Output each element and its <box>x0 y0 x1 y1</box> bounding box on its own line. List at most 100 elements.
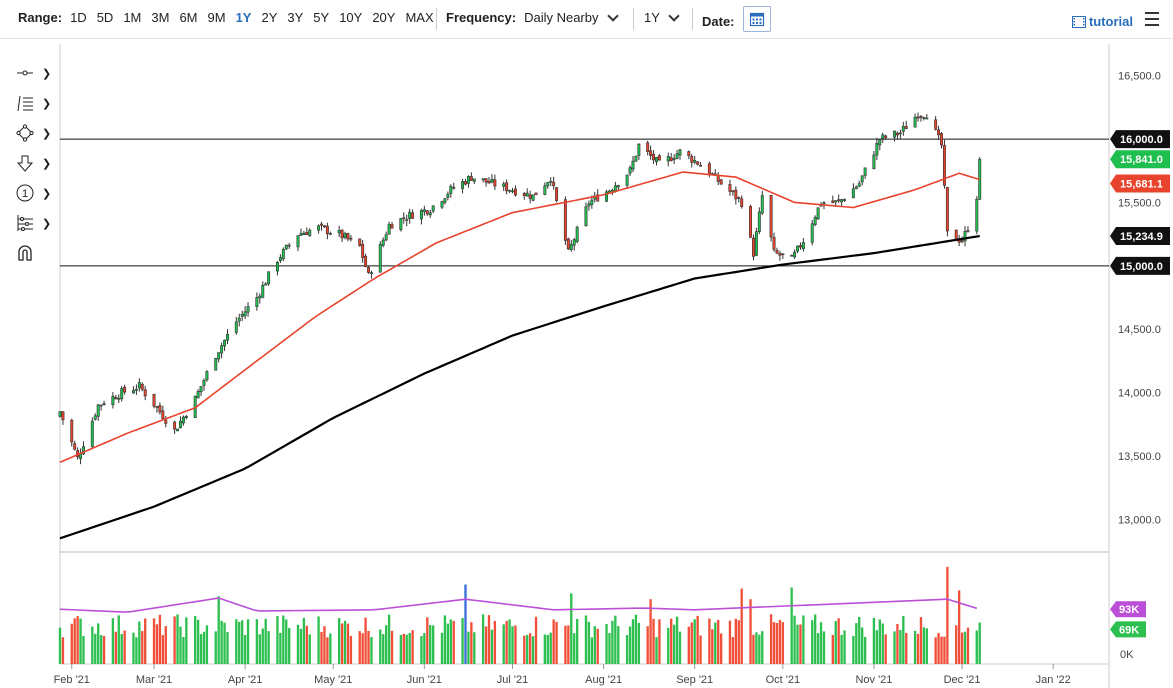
shape-tool[interactable]: ❯ <box>16 118 56 148</box>
candle <box>461 181 465 189</box>
volume-bar <box>502 624 505 664</box>
volume-bar <box>790 587 793 664</box>
volume-bar <box>672 624 676 664</box>
volume-bar <box>957 590 961 664</box>
date-label: Date: <box>702 13 735 29</box>
volume-bar <box>567 625 570 664</box>
period-dropdown[interactable]: 1Y <box>644 9 680 25</box>
candle <box>452 186 456 189</box>
volume-bar <box>470 622 473 664</box>
range-button-2y[interactable]: 2Y <box>261 10 278 25</box>
candle <box>813 217 817 226</box>
volume-bar <box>937 632 940 664</box>
volume-bar <box>749 599 752 664</box>
candle <box>937 129 941 136</box>
candle <box>61 411 65 421</box>
volume-bar <box>734 618 737 664</box>
volume-bar <box>834 621 837 664</box>
volume-bar <box>367 630 370 664</box>
volume-bar <box>255 619 259 664</box>
volume-bar <box>511 626 514 664</box>
x-tick-label: Aug '21 <box>585 674 622 686</box>
volume-bar <box>861 627 864 664</box>
range-group: Range: 1D 5D 1M 3M 6M 9M 1Y 2Y 3Y 5Y 10Y 20Y MAX <box>18 10 444 25</box>
candle <box>528 194 532 199</box>
candle <box>102 403 106 405</box>
volume-bar <box>408 633 411 664</box>
volume-bar <box>925 628 928 664</box>
candle <box>305 231 309 236</box>
candle <box>963 231 967 242</box>
range-button-3m[interactable]: 3M <box>151 10 170 25</box>
volume-bar <box>617 626 620 664</box>
volume-tag-shape <box>1110 621 1146 638</box>
number-tool[interactable]: 1 ❯ <box>16 178 56 208</box>
candle <box>196 391 200 399</box>
range-button-5d[interactable]: 5D <box>96 10 114 25</box>
candle <box>549 180 553 183</box>
candle <box>137 382 141 389</box>
menu-icon[interactable] <box>1145 12 1159 30</box>
volume-bar <box>719 633 723 664</box>
volume-bar <box>205 625 209 664</box>
volume-bar <box>226 631 229 664</box>
volume-bar <box>308 634 311 664</box>
range-button-1d[interactable]: 1D <box>70 10 87 25</box>
volume-bar <box>326 637 329 664</box>
candle <box>346 233 350 240</box>
tutorial-link[interactable]: tutorial <box>1071 14 1133 29</box>
volume-bar <box>940 636 943 664</box>
candle <box>114 397 118 400</box>
range-button-20y[interactable]: 20Y <box>372 10 396 25</box>
volume-bar <box>975 630 978 664</box>
candle <box>449 185 453 194</box>
volume-bar <box>893 631 896 664</box>
range-button-5y[interactable]: 5Y <box>313 10 330 25</box>
candle <box>508 189 512 192</box>
arrow-down-tool[interactable]: ❯ <box>16 148 56 178</box>
volume-bar <box>758 634 761 664</box>
range-button-1y[interactable]: 1Y <box>235 10 252 25</box>
volume-bar <box>223 622 226 664</box>
volume-bar <box>182 637 185 664</box>
range-button-3y[interactable]: 3Y <box>287 10 304 25</box>
volume-bar <box>399 634 403 664</box>
volume-bar <box>934 637 937 664</box>
candle <box>464 181 467 185</box>
calendar-button[interactable] <box>742 6 771 32</box>
level-tag-shape <box>1110 130 1170 149</box>
magnet-tool[interactable] <box>16 238 56 268</box>
fibonacci-tool[interactable]: ❯ <box>16 208 56 238</box>
candle <box>810 223 814 243</box>
candle <box>749 206 752 238</box>
crosshair-tool[interactable]: ❯ <box>16 58 56 88</box>
volume-bar <box>813 614 817 664</box>
candle <box>402 217 406 220</box>
volume-bar <box>608 632 611 664</box>
range-button-1m[interactable]: 1M <box>123 10 142 25</box>
level-tag-text: 16,000.0 <box>1120 134 1163 146</box>
range-button-max[interactable]: MAX <box>405 10 434 25</box>
volume-tag: 93K <box>1110 601 1146 618</box>
volume-bar <box>523 635 526 664</box>
volume-bar <box>420 636 423 664</box>
candle <box>349 237 353 240</box>
trend-tool[interactable]: ❯ <box>16 88 56 118</box>
frequency-dropdown[interactable]: Daily Nearby <box>524 9 619 25</box>
range-button-10y[interactable]: 10Y <box>339 10 363 25</box>
price-tag-last: 15,841.0 <box>1110 150 1170 169</box>
volume-bar <box>793 615 796 664</box>
candle <box>934 119 938 130</box>
candle <box>217 352 221 360</box>
volume-bar <box>596 628 599 664</box>
volume-bar <box>340 623 344 664</box>
range-button-6m[interactable]: 6M <box>179 10 198 25</box>
tutorial-label: tutorial <box>1088 14 1133 29</box>
candle <box>82 446 85 455</box>
range-button-9m[interactable]: 9M <box>207 10 226 25</box>
candle <box>737 197 741 199</box>
candle <box>904 126 908 130</box>
candle <box>90 420 94 447</box>
candle <box>320 223 323 226</box>
